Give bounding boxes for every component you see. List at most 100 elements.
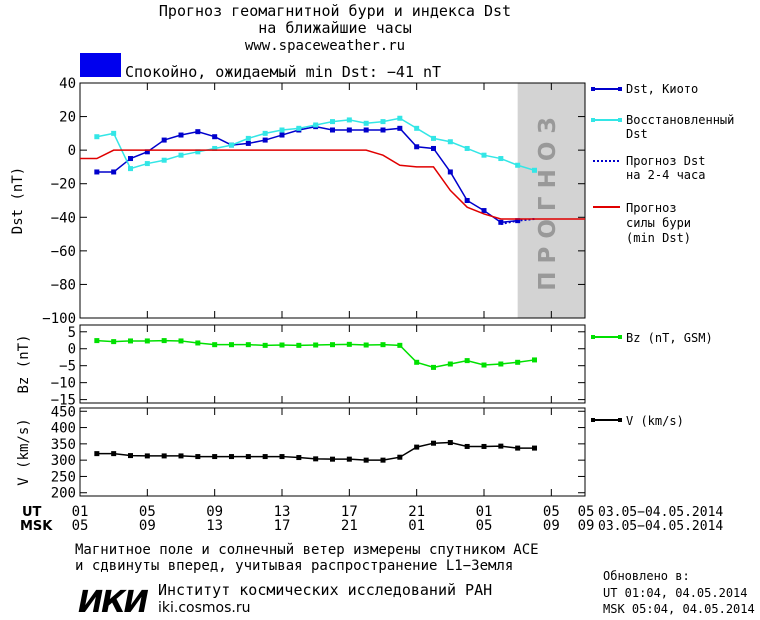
data-point [447, 139, 453, 145]
updated-label: Обновлено в: [603, 569, 690, 583]
institute-name: Институт космических исследований РАН [158, 581, 492, 599]
data-point [447, 440, 453, 446]
data-point [111, 169, 117, 175]
data-point [178, 152, 184, 158]
ut-tick-label: 01 [72, 504, 89, 520]
ut-tick-label: 21 [408, 504, 425, 520]
data-point [144, 149, 150, 155]
msk-tick-label: 05 [476, 518, 493, 534]
data-point [128, 453, 133, 459]
data-point [111, 451, 117, 457]
data-point [515, 359, 521, 365]
data-point [94, 134, 100, 140]
legend-storm-forecast: Прогноз силы бури (min Dst) [593, 201, 691, 245]
data-point [481, 362, 487, 368]
status-text: Спокойно, ожидаемый min Dst: −41 nT [125, 63, 441, 81]
data-point [245, 140, 251, 146]
ut-date-range: 03.05−04.05.2014 [598, 505, 723, 520]
data-point [229, 142, 234, 148]
data-point [161, 338, 167, 344]
updated-msk: MSK 05:04, 04.05.2014 [603, 602, 755, 616]
data-point [144, 338, 150, 344]
data-point [178, 338, 184, 344]
msk-tick-label: 09 [139, 518, 156, 534]
legend-recovered-label-1: Восстановленный [626, 113, 734, 127]
data-point [397, 454, 403, 460]
data-point [178, 453, 184, 459]
data-point [431, 135, 436, 141]
data-point [346, 117, 352, 123]
data-point [330, 119, 335, 125]
data-point [313, 342, 319, 348]
data-point [144, 161, 150, 167]
y-axis-label: Bz (nT) [16, 334, 32, 393]
data-point [515, 162, 521, 168]
data-point [363, 127, 369, 133]
title-line2: на ближайшие часы [258, 19, 412, 37]
msk-date-range: 03.05−04.05.2014 [598, 519, 723, 534]
data-point [414, 144, 420, 150]
legend-recovered-dst: Восстановленный Dst [591, 113, 734, 141]
y-tick-label: −15 [51, 393, 76, 409]
updated-ut: UT 01:04, 04.05.2014 [603, 586, 748, 600]
data-point [245, 135, 251, 141]
data-point [111, 339, 117, 345]
data-point [195, 129, 201, 135]
data-point [464, 198, 470, 203]
data-point [212, 454, 218, 460]
ut-tick-label: 17 [341, 504, 358, 520]
data-point [212, 342, 218, 348]
data-point [161, 157, 167, 163]
data-point [330, 456, 335, 462]
data-point [296, 342, 302, 348]
data-point [346, 127, 352, 133]
data-point [532, 357, 537, 363]
data-point [262, 454, 268, 460]
data-point [111, 130, 117, 136]
title-line1: Прогноз геомагнитной бури и индекса Dst [159, 2, 511, 20]
data-point [161, 137, 167, 143]
data-point [414, 125, 420, 131]
msk-tick-label: 09 [543, 518, 560, 534]
footer-note-line1: Магнитное поле и солнечный ветер измерен… [75, 542, 539, 558]
data-point [363, 457, 369, 463]
legend-bz: Bz (nT, GSM) [591, 331, 713, 345]
y-tick-label: 300 [51, 453, 76, 469]
msk-tick-label: 05 [72, 518, 89, 534]
bz-panel: 50−5−10−15 Bz (nT) [16, 324, 586, 409]
data-point [296, 125, 302, 131]
y-tick-label: 250 [51, 469, 76, 485]
y-axis-label: V (km/s) [16, 418, 32, 485]
data-point [380, 127, 386, 133]
msk-tick-labels: 05 09 13 17 21 01 05 09 [72, 518, 560, 534]
data-point [346, 341, 352, 347]
y-tick-label: −80 [51, 277, 76, 293]
data-point [313, 456, 319, 462]
ut-tick-label: 13 [274, 504, 291, 520]
data-point [363, 342, 369, 348]
data-point [380, 119, 386, 125]
data-point [212, 145, 218, 151]
data-point [296, 455, 302, 461]
data-point [262, 137, 268, 143]
data-point [94, 451, 100, 457]
y-tick-label: −60 [51, 244, 76, 260]
dst-panel: 40 20 0 −20 −40 −60 −80 −100 Dst (nT) [10, 76, 586, 327]
data-point [279, 127, 285, 133]
data-point [464, 443, 470, 449]
data-point [229, 342, 234, 348]
data-point [144, 453, 150, 459]
y-tick-label: 20 [59, 110, 76, 126]
data-point [245, 454, 251, 460]
footer-note-line2: и сдвинуты вперед, учитывая распростране… [75, 558, 513, 574]
data-point [346, 456, 352, 462]
data-point [481, 208, 487, 214]
data-point [262, 130, 268, 136]
data-point [498, 361, 504, 367]
data-point [498, 443, 504, 449]
data-point [380, 342, 386, 348]
data-point [262, 342, 268, 348]
legend-forecast-dst: Прогноз Dst на 2-4 часа [593, 154, 705, 182]
